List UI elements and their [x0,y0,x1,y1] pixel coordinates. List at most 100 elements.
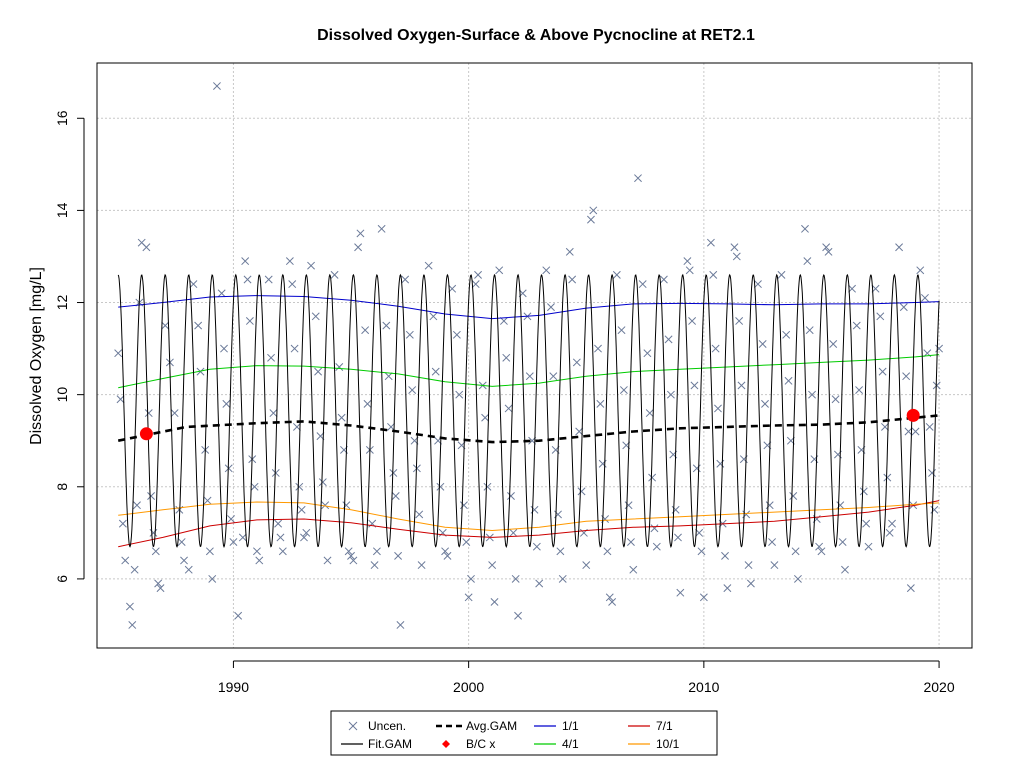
data-point-cross [377,224,386,233]
data-point-cross [916,266,925,275]
x-tick-label: 2010 [688,679,719,695]
data-point-cross [822,243,831,252]
data-point-cross [803,257,812,266]
data-point-cross [347,551,355,560]
data-point-cross [619,386,628,395]
data-point-cross [577,487,586,496]
data-point-cross [714,404,722,413]
data-point-cross [511,574,520,583]
grid [97,63,972,648]
data-point-cross [154,579,163,588]
data-point-cross [509,528,518,537]
data-point-cross [855,386,864,395]
data-point-cross [471,280,480,289]
legend-label: 4/1 [562,737,579,751]
legend-cross-icon [348,721,358,731]
data-point-cross [881,422,889,431]
x-tick-label: 2020 [923,679,954,695]
data-point-cross [761,399,769,408]
data-point-cross [184,565,193,574]
data-point-cross [770,561,779,570]
data-point-cross [483,482,492,491]
data-point-cross [784,376,793,385]
data-point-cross [276,533,285,542]
plot-area [114,82,944,629]
data-point-cross [495,266,504,275]
data-point-cross [372,547,381,556]
data-point-cross [829,340,838,348]
data-point-cross [156,584,165,593]
data-point-cross [690,381,699,390]
data-point-cross [824,247,833,256]
data-point-cross [189,280,198,289]
data-point-cross [530,505,539,514]
data-point-cross [629,565,638,574]
data-point-cross [180,556,188,565]
data-point-cross [758,340,767,348]
data-point-cross [666,390,675,399]
data-point-cross [699,593,708,602]
data-point-cross [542,266,551,275]
data-point-cross [455,390,464,399]
data-point-cross [831,395,840,404]
data-point-cross [730,243,739,252]
data-point-cross [864,542,873,551]
data-point-cross [862,519,871,528]
series-line-fit-gam [117,273,940,548]
data-point-cross [278,547,287,556]
data-point-cross [525,372,534,381]
data-point-cross [389,469,398,477]
data-point-cross [396,621,405,629]
data-point-cross [241,257,250,266]
data-point-cross [250,482,259,491]
series-line-7-1 [118,500,940,548]
data-point-cross [652,542,661,551]
x-tick-label: 2000 [453,679,484,695]
data-point-cross [370,561,379,570]
data-point-cross [203,496,212,505]
data-point-cross [711,344,720,353]
data-point-cross [464,593,473,602]
data-point-cross [565,247,574,256]
legend-box [330,710,718,756]
data-point-cross [859,487,868,496]
data-point-cross [789,492,798,500]
data-point-cross [133,501,141,510]
data-point-cross [504,404,513,413]
legend-item-bc: B/C x [442,737,495,751]
data-point-cross [462,538,471,547]
data-point-cross [208,574,217,583]
data-point-cross [514,611,522,620]
data-point-cross [387,422,395,431]
data-point-cross [292,422,301,431]
data-point-cross [264,275,273,284]
data-point-cross [151,547,160,556]
data-point-cross [177,538,186,547]
y-tick-label: 10 [54,387,70,403]
data-point-cross [499,316,508,325]
data-point-cross [904,427,913,436]
y-tick-label: 6 [54,575,70,583]
data-point-cross [243,275,252,284]
data-point-cross [558,574,567,583]
data-point-cross [643,349,652,358]
data-point-cross [436,482,445,491]
data-point-cross [125,602,134,611]
data-point-cross [768,538,777,547]
data-point-cross [354,243,363,252]
data-point-cross [116,395,125,404]
data-point-cross [507,492,515,500]
data-point-cross [676,588,685,597]
data-point-cross [267,353,276,362]
data-point-cross [697,547,706,556]
data-point-cross [817,547,826,556]
bc-point [906,408,920,422]
data-point-cross [302,528,311,537]
data-point-cross [605,593,614,602]
data-point-cross [883,473,892,482]
y-tick-label: 12 [54,295,70,311]
legend-label: Fit.GAM [368,737,412,751]
data-point-cross [295,482,304,491]
legend-label: B/C x [466,737,495,751]
y-axis-label: Dissolved Oxygen [mg/L] [28,267,45,445]
